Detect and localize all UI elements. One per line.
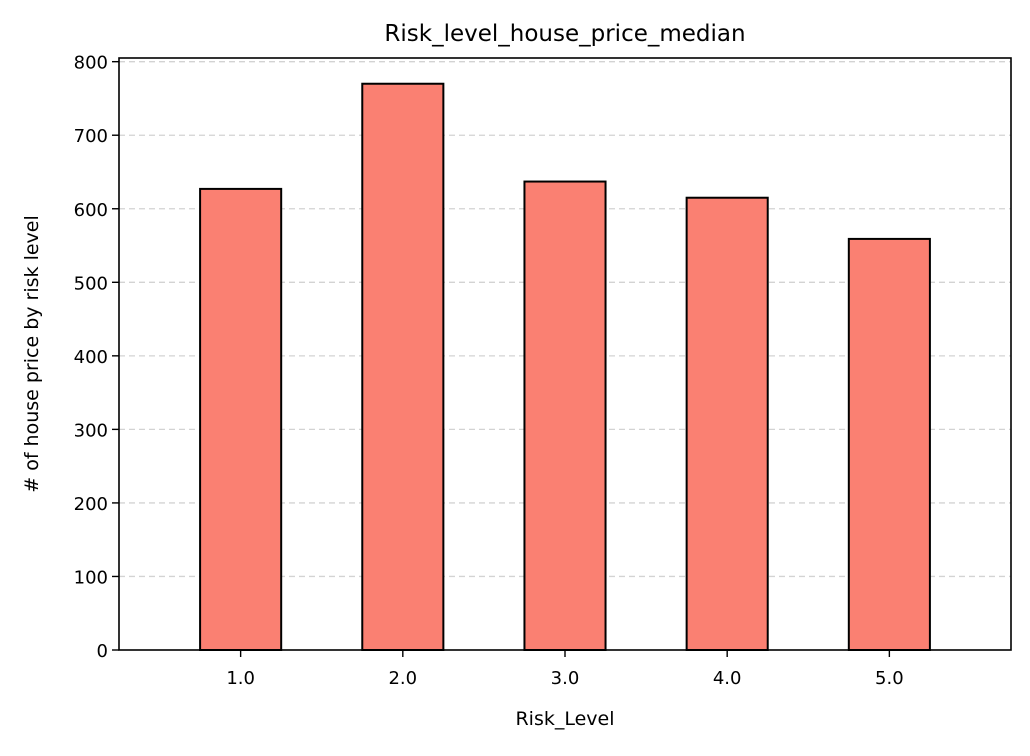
bar-1-0: [199, 187, 283, 652]
y-tick-label: 600: [74, 200, 108, 221]
y-tick-label: 400: [74, 347, 108, 368]
x-axis-ticks: 1.0 2.0 3.0 4.0 5.0: [226, 650, 904, 689]
bars: [199, 82, 931, 652]
x-tick-label: 2.0: [388, 668, 417, 689]
x-tick-label: 4.0: [713, 668, 742, 689]
x-tick-label: 5.0: [875, 668, 904, 689]
y-tick-label: 200: [74, 494, 108, 515]
x-axis-label: Risk_Level: [515, 708, 614, 730]
y-tick-label: 800: [74, 53, 108, 74]
y-tick-label: 0: [97, 641, 108, 662]
y-tick-label: 300: [74, 420, 108, 441]
y-tick-label: 100: [74, 567, 108, 588]
bar-2-0: [361, 82, 445, 651]
y-tick-label: 700: [74, 126, 108, 147]
bar-5-0: [847, 237, 931, 652]
bar-3-0: [523, 180, 607, 651]
y-axis-ticks: 0 100 200 300 400 500 600 700 800: [74, 53, 119, 662]
y-axis-label: # of house price by risk level: [21, 215, 43, 493]
x-tick-label: 3.0: [551, 668, 580, 689]
y-tick-label: 500: [74, 273, 108, 294]
bar-4-0: [685, 196, 769, 651]
x-tick-label: 1.0: [226, 668, 255, 689]
chart-title: Risk_level_house_price_median: [384, 21, 745, 47]
